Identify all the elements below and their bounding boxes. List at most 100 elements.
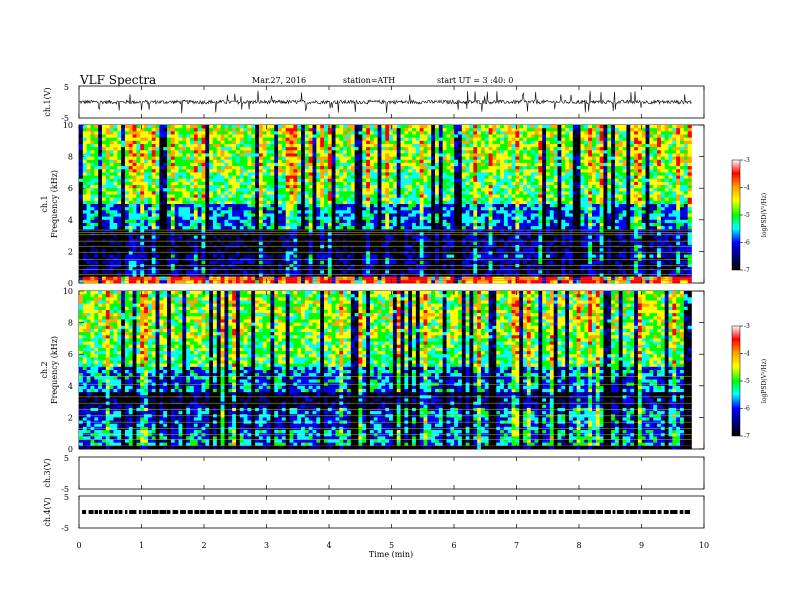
spectrogram-cell <box>362 162 367 167</box>
spectrogram-cell <box>660 131 666 135</box>
spectrogram-cell <box>591 150 597 154</box>
spectrogram-cell <box>228 219 233 224</box>
spectrogram-cell <box>113 181 118 186</box>
spectrogram-cell <box>86 207 91 211</box>
spectrogram-cell <box>400 175 405 180</box>
spectrogram-cell <box>105 175 110 180</box>
spectrogram-cell <box>312 156 317 161</box>
spectrogram-cell <box>660 188 666 192</box>
spectrogram-cell <box>216 166 221 170</box>
spectrogram-cell <box>626 200 631 205</box>
spectrogram-cell <box>94 166 99 170</box>
spectrogram-cell <box>132 134 137 138</box>
spectrogram-cell <box>385 169 390 173</box>
spectrogram-cell <box>266 147 271 151</box>
spectrogram-cell <box>346 194 352 198</box>
spectrogram-cell <box>297 150 302 154</box>
spectrogram-cell <box>660 147 666 151</box>
spectrogram-cell <box>304 131 309 135</box>
spectrogram-cell <box>82 128 87 132</box>
spectrogram-cell <box>358 172 363 176</box>
spectrogram-cell <box>159 178 164 183</box>
spectrogram-cell <box>519 147 524 151</box>
spectrogram-cell <box>672 159 677 164</box>
spectrogram-cell <box>220 210 225 214</box>
spectrogram-cell <box>553 169 558 173</box>
spectrogram-cell <box>285 147 290 151</box>
spectrogram-cell <box>155 213 160 217</box>
spectrogram-cell <box>381 200 386 205</box>
spectrogram-cell <box>262 169 267 173</box>
spectrogram-cell <box>687 134 692 138</box>
spectrogram-cell <box>274 156 279 161</box>
spectrogram-cell <box>366 216 371 221</box>
spectrogram-cell <box>132 131 137 135</box>
spectrogram-cell <box>672 200 677 205</box>
spectrogram-cell <box>174 207 179 211</box>
spectrogram-cell <box>515 194 520 198</box>
spectrogram-cell <box>182 137 187 142</box>
spectrogram-cell <box>232 213 237 217</box>
spectrogram-cell <box>565 153 570 157</box>
spectrogram-cell <box>599 178 604 183</box>
spectrogram-cell <box>316 216 321 221</box>
spectrogram-cell <box>515 191 520 195</box>
spectrogram-cell <box>645 128 650 132</box>
spectrogram-cell <box>549 213 554 217</box>
spectrogram-cell <box>595 131 600 135</box>
spectrogram-cell <box>565 185 570 189</box>
spectrogram-cell <box>358 140 363 145</box>
spectrogram-cell <box>607 213 612 217</box>
spectrogram-cell <box>350 181 355 186</box>
spectrogram-cell <box>274 137 279 142</box>
spectrogram-cell <box>477 197 482 202</box>
spectrogram-cell <box>331 153 336 157</box>
spectrogram-cell <box>132 185 137 189</box>
spectrogram-cell <box>212 137 218 142</box>
spectrogram-cell <box>680 153 685 157</box>
spectrogram-cell <box>614 166 620 170</box>
spectrogram-cell <box>354 181 359 186</box>
spectrogram-cell <box>385 204 390 208</box>
spectrogram-cell <box>599 153 604 157</box>
spectrogram-cell <box>396 134 401 138</box>
spectrogram-cell <box>611 194 616 198</box>
spectrogram-cell <box>144 204 149 208</box>
spectrogram-cell <box>216 162 221 167</box>
spectrogram-cell <box>297 166 302 170</box>
spectrogram-cell <box>523 197 528 202</box>
spectrogram-cell <box>396 159 401 164</box>
spectrogram-cell <box>228 153 233 157</box>
spectrogram-cell <box>140 178 145 183</box>
spectrogram-cell <box>534 175 539 180</box>
spectrogram-cell <box>542 188 547 192</box>
spectrogram-cell <box>90 194 95 198</box>
spectrogram-cell <box>124 191 130 195</box>
spectrogram-cell <box>159 213 164 217</box>
spectrogram-cell <box>542 166 547 170</box>
spectrogram-cell <box>385 166 390 170</box>
spectrogram-cell <box>653 204 658 208</box>
spectrogram-cell <box>546 143 551 148</box>
spectrogram-cell <box>186 166 191 170</box>
spectrogram-cell <box>82 175 87 180</box>
spectrogram-cell <box>324 150 329 154</box>
spectrogram-cell <box>140 172 145 176</box>
spectrogram-cell <box>408 188 413 192</box>
spectrogram-cell <box>235 216 241 221</box>
spectrogram-cell <box>442 172 447 176</box>
spectrogram-cell <box>519 150 524 154</box>
spectrogram-cell <box>316 150 321 154</box>
spectrogram-cell <box>461 210 466 214</box>
spectrogram-cell <box>262 178 267 183</box>
spectrogram-cell <box>170 147 176 151</box>
spectrogram-cell <box>205 131 210 135</box>
spectrogram-cell <box>438 143 443 148</box>
spectrogram-cell <box>442 134 447 138</box>
spectrogram-cell <box>266 216 271 221</box>
spectrogram-cell <box>94 140 99 145</box>
spectrogram-cell <box>255 147 260 151</box>
spectrogram-cell <box>500 143 505 148</box>
spectrogram-cell <box>415 175 421 180</box>
spectrogram-cell <box>542 150 547 154</box>
